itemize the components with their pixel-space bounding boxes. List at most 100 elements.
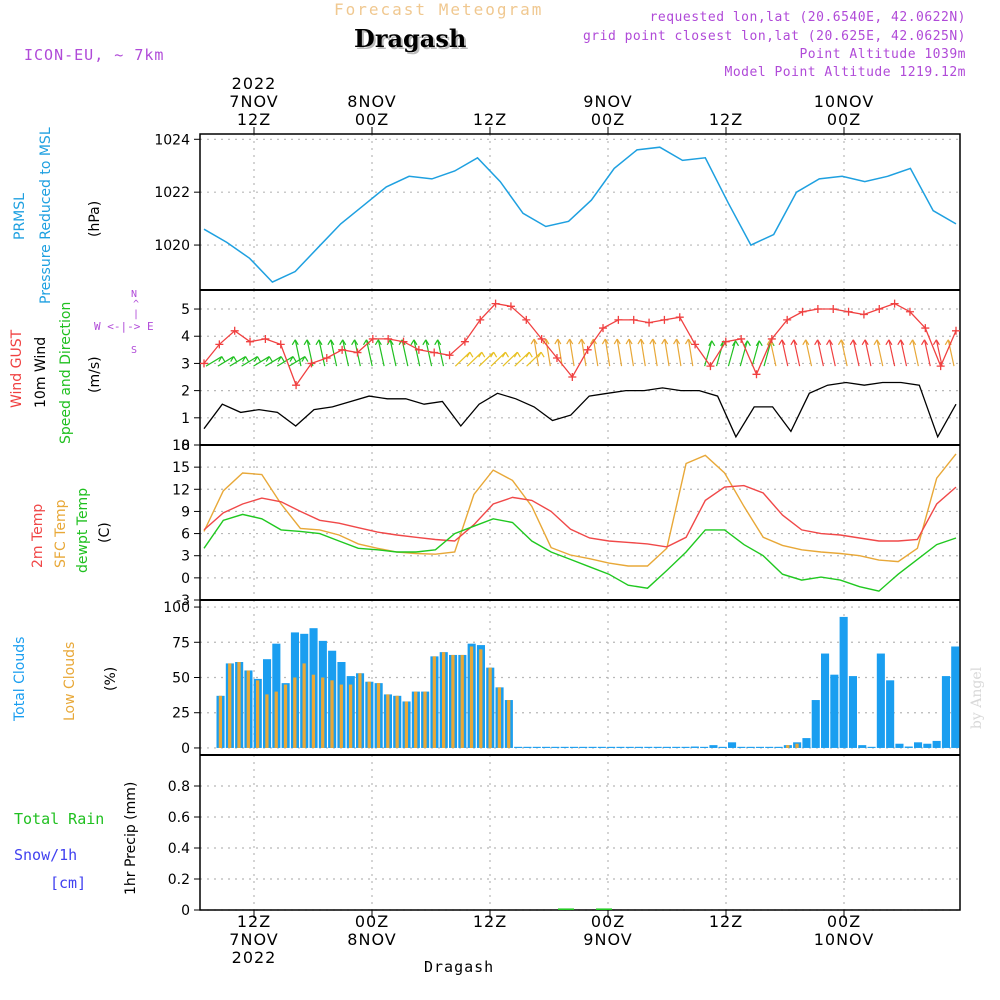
wind-arrow-54 <box>840 339 848 367</box>
total-cloud-bar-56 <box>737 746 746 748</box>
wind-arrowhead-9 <box>303 339 311 346</box>
bottom-dates-entry-0-l2: 7NOV <box>229 930 279 949</box>
total-cloud-bar-37 <box>560 746 569 748</box>
wind-arrow-29 <box>545 338 551 367</box>
closest-coords: grid point closest lon,lat (20.625E, 42.… <box>582 29 966 44</box>
wind-arrow-50 <box>793 339 801 367</box>
low-cloud-bar-6 <box>274 691 278 748</box>
wind-arrowhead-6 <box>289 356 297 362</box>
total-cloud-bar-38 <box>569 746 578 748</box>
wind-arrow-51 <box>805 339 813 367</box>
wind-arrow-10 <box>318 339 326 367</box>
total-cloud-bar-42 <box>607 746 616 748</box>
total-cloud-bar-40 <box>588 746 597 748</box>
wind-arrowhead-30 <box>554 338 562 345</box>
wind-gust-marker-0 <box>200 359 208 368</box>
wind-arrowhead-13 <box>351 339 359 346</box>
ytick-label-1-5: 5 <box>181 302 190 318</box>
wind-arrow-41 <box>687 338 694 367</box>
wind-gust-marker-20 <box>506 302 515 311</box>
wind-arrowhead-52 <box>814 339 822 346</box>
watermark: by Angel <box>969 666 986 730</box>
wind-arrowhead-42 <box>708 340 716 347</box>
compass-s: S <box>131 345 138 356</box>
wind-arrow-48 <box>769 339 777 367</box>
low-cloud-bar-17 <box>376 683 381 748</box>
bottom-dates-entry-4-l2 <box>686 932 766 950</box>
bottom-dates-entry-0: 12Z 7NOV 2022 <box>214 914 294 968</box>
ytick-label-0-1: 1022 <box>154 185 190 201</box>
wind-gust-marker-16 <box>445 351 454 360</box>
wind-gust-marker-34 <box>721 337 730 346</box>
low-cloud-bar-7 <box>283 684 288 748</box>
low-cloud-bar-3 <box>246 670 250 748</box>
total-cloud-bar-52 <box>700 746 709 748</box>
bottom-dates-entry-2: 12Z <box>450 914 530 968</box>
wind-arrow-34 <box>604 338 611 367</box>
wind-arrow-43 <box>715 340 725 367</box>
low-cloud-bar-1 <box>228 663 232 748</box>
bottom-dates-entry-5-l3 <box>804 950 884 968</box>
total-cloud-bar-68 <box>848 676 857 748</box>
wind-gust-marker-36 <box>752 370 761 379</box>
wind-arrow-1 <box>217 356 234 367</box>
wind-arrowhead-44 <box>731 340 740 347</box>
bottom-dates-entry-5-l1: 00Z <box>826 912 862 931</box>
bottom-dates-entry-4: 12Z <box>686 914 766 968</box>
total-cloud-bar-46 <box>644 746 653 748</box>
ytick-label-4-2: 0.4 <box>168 841 190 857</box>
wind-arrow-63 <box>947 339 955 367</box>
ytick-label-3-4: 100 <box>163 600 190 616</box>
wind-arrowhead-54 <box>837 339 845 346</box>
wind-arrow-55 <box>852 339 860 367</box>
wind-arrowhead-31 <box>566 338 574 345</box>
wind-arrow-53 <box>828 339 836 367</box>
top-dates-entry-4: 12Z <box>686 76 766 130</box>
wind-arrowhead-50 <box>790 339 798 346</box>
total-cloud-bar-73 <box>895 743 904 748</box>
wind-arrowhead-8 <box>291 339 299 346</box>
wind-gust-marker-41 <box>829 305 838 314</box>
low-cloud-bar-61 <box>786 745 790 748</box>
low-cloud-bar-22 <box>423 691 427 748</box>
wind-arrow-58 <box>888 339 896 367</box>
rain-bar-10 <box>596 908 612 910</box>
low-cloud-bar-5 <box>265 694 269 748</box>
compass-arrow-icon: ^ | <box>133 299 140 320</box>
total-cloud-bar-72 <box>886 680 895 748</box>
wind-gust-marker-29 <box>645 318 654 327</box>
wind-arrowhead-22 <box>478 351 486 358</box>
wind-arrowhead-32 <box>578 338 586 345</box>
wind-arrowhead-19 <box>422 339 430 346</box>
wind-arrowhead-58 <box>885 339 893 346</box>
ytick-label-4-1: 0.2 <box>168 872 190 888</box>
wind-arrowhead-45 <box>743 340 751 347</box>
low-cloud-bar-20 <box>404 701 409 748</box>
wind-arrow-20 <box>437 339 445 367</box>
wind-gust-marker-21 <box>522 315 531 324</box>
wind-gust-marker-13 <box>399 337 408 346</box>
wind-gust-marker-44 <box>875 305 884 314</box>
top-dates-entry-5-l3: 00Z <box>826 110 862 129</box>
wind-gust-marker-35 <box>737 334 746 343</box>
wind-arrowhead-34 <box>601 338 609 345</box>
wind-gust-marker-18 <box>476 315 485 324</box>
wind-arrow-44 <box>727 340 737 367</box>
total-cloud-bar-54 <box>718 746 727 748</box>
wind-arrowhead-11 <box>327 339 335 346</box>
top-dates-entry-2: 12Z <box>450 76 530 130</box>
total-cloud-bar-45 <box>635 746 644 748</box>
wind-gust-marker-46 <box>905 307 914 316</box>
total-cloud-bar-77 <box>932 740 941 748</box>
wind-gust-marker-31 <box>675 313 684 322</box>
top-dates-entry-4-l3: 12Z <box>708 110 744 129</box>
wind-arrowhead-0 <box>218 356 226 362</box>
ytick-label-4-3: 0.6 <box>168 810 190 826</box>
wind-arrowhead-56 <box>861 339 869 346</box>
top-dates-entry-0: 2022 7NOV 12Z <box>214 76 294 130</box>
wind-gust-marker-32 <box>691 340 700 349</box>
ytick-label-2-7: 18 <box>172 438 190 454</box>
ytick-label-0-0: 1020 <box>154 238 190 254</box>
wind-gust-marker-24 <box>568 373 577 382</box>
total-cloud-bar-41 <box>597 746 606 748</box>
